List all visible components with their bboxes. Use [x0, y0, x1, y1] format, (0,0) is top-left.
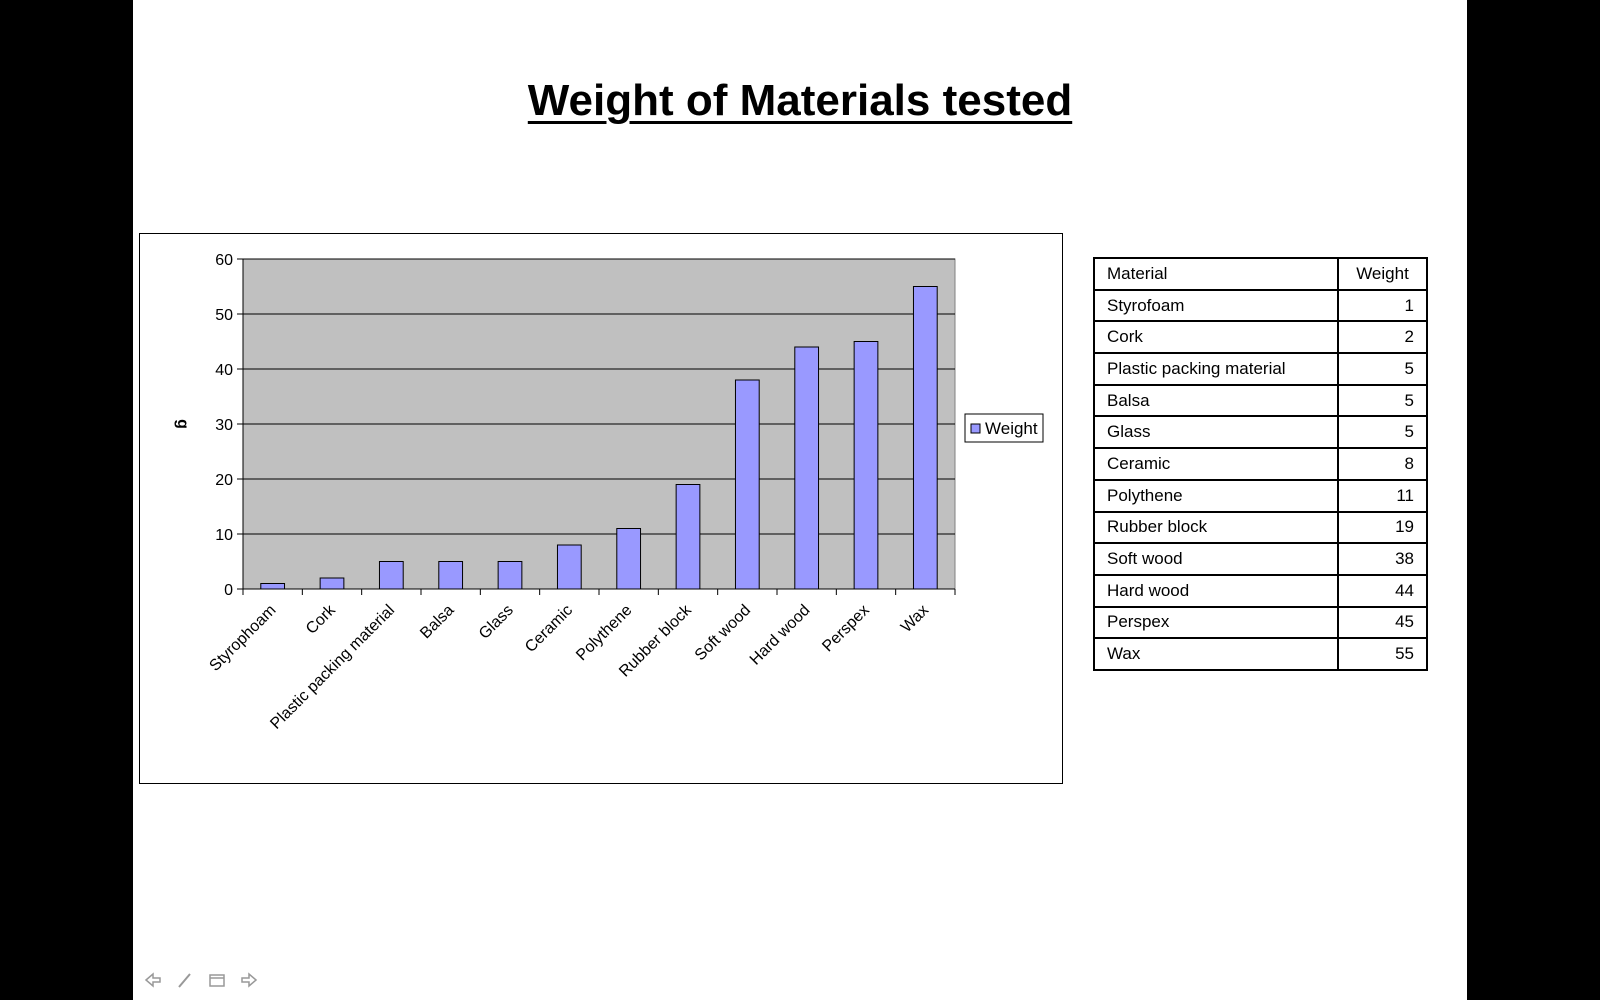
- x-tick-label: Hard wood: [747, 602, 814, 669]
- bar-wax: [912, 286, 938, 590]
- x-tick-label: Polythene: [573, 602, 635, 664]
- weight-cell: 1: [1337, 288, 1428, 323]
- bar-soft-wood: [734, 379, 760, 590]
- x-tick-label: Ceramic: [522, 602, 576, 656]
- bar-plastic-packing-material: [378, 561, 404, 590]
- x-tick-label: Soft wood: [692, 602, 754, 664]
- y-tick-label: 30: [215, 417, 233, 434]
- y-tick-label: 20: [215, 472, 233, 489]
- material-cell: Soft wood: [1093, 542, 1339, 576]
- table-row: Hard wood 44: [1093, 573, 1428, 608]
- weight-cell: 5: [1337, 383, 1428, 418]
- bar-hard-wood: [794, 346, 820, 590]
- weight-cell: 8: [1337, 447, 1428, 481]
- table-row: Cork 2: [1093, 320, 1428, 355]
- x-tick-label: Cork: [303, 601, 340, 638]
- material-cell: Polythene: [1093, 478, 1339, 513]
- table-header-row: Material Weight: [1093, 257, 1428, 291]
- slide-nav-bar: [143, 970, 259, 990]
- table-row: Plastic packing material 5: [1093, 352, 1428, 386]
- bar-ceramic: [556, 544, 582, 590]
- table-row: Polythene 11: [1093, 478, 1428, 513]
- weight-cell: 11: [1337, 478, 1428, 513]
- material-cell: Wax: [1093, 637, 1339, 671]
- table-row: Ceramic 8: [1093, 447, 1428, 481]
- material-cell: Styrofoam: [1093, 288, 1339, 323]
- slide-title: Weight of Materials tested: [527, 76, 1073, 125]
- x-tick-label: Perspex: [819, 602, 873, 656]
- weight-cell: 19: [1337, 510, 1428, 545]
- material-cell: Ceramic: [1093, 447, 1339, 481]
- y-tick-label: 0: [224, 582, 233, 599]
- forward-arrow-icon[interactable]: [239, 970, 259, 990]
- material-cell: Glass: [1093, 415, 1339, 450]
- y-tick-label: 10: [215, 527, 233, 544]
- weight-cell: 2: [1337, 320, 1428, 355]
- x-tick-label: Balsa: [417, 602, 457, 642]
- material-cell: Perspex: [1093, 605, 1339, 640]
- legend-swatch: [970, 423, 981, 434]
- table-row: Wax 55: [1093, 637, 1428, 671]
- weight-cell: 5: [1337, 415, 1428, 450]
- material-cell: Cork: [1093, 320, 1339, 355]
- materials-table: Material Weight Styrofoam 1 Cork 2 Plastic p…: [1093, 257, 1428, 671]
- bar-styrophoam: [260, 583, 286, 590]
- x-tick-label: Styrophoam: [206, 602, 279, 675]
- table-row: Styrofoam 1: [1093, 288, 1428, 323]
- material-cell: Hard wood: [1093, 573, 1339, 608]
- bar-balsa: [438, 561, 464, 590]
- x-tick-label: Wax: [898, 602, 932, 636]
- material-cell: Balsa: [1093, 383, 1339, 418]
- table-row: Perspex 45: [1093, 605, 1428, 640]
- bar-polythene: [616, 528, 642, 590]
- material-cell: Rubber block: [1093, 510, 1339, 545]
- y-tick-label: 40: [215, 362, 233, 379]
- table-row: Rubber block 19: [1093, 510, 1428, 545]
- pen-icon[interactable]: [175, 970, 195, 990]
- y-tick-label: 60: [215, 252, 233, 269]
- y-axis-title: g: [174, 419, 191, 429]
- back-arrow-icon[interactable]: [143, 970, 163, 990]
- chart-frame: 0 10 20 30 40 50 60 g Styrophoam Cork Plastic pack…: [139, 233, 1063, 784]
- bar-perspex: [853, 341, 879, 590]
- bar-rubber-block: [675, 484, 701, 590]
- legend-box: [964, 413, 1044, 443]
- weight-cell: 44: [1337, 573, 1428, 608]
- table-row: Balsa 5: [1093, 383, 1428, 418]
- weight-cell: 5: [1337, 352, 1428, 386]
- x-tick-label: Glass: [476, 602, 517, 643]
- bar-glass: [497, 561, 523, 590]
- weight-cell: 45: [1337, 605, 1428, 640]
- weight-cell: 38: [1337, 542, 1428, 576]
- weight-cell: 55: [1337, 637, 1428, 671]
- x-tick-label: Plastic packing material: [267, 602, 398, 733]
- table-row: Soft wood 38: [1093, 542, 1428, 576]
- header-weight: Weight: [1337, 257, 1428, 291]
- slide: Weight of Materials tested 0 10 20 30 40 50 60…: [133, 0, 1467, 1000]
- bar-cork: [319, 577, 345, 590]
- y-tick-label: 50: [215, 307, 233, 324]
- legend-label: Weight: [985, 419, 1038, 438]
- table-row: Glass 5: [1093, 415, 1428, 450]
- header-material: Material: [1093, 257, 1339, 291]
- material-cell: Plastic packing material: [1093, 352, 1339, 386]
- menu-icon[interactable]: [207, 970, 227, 990]
